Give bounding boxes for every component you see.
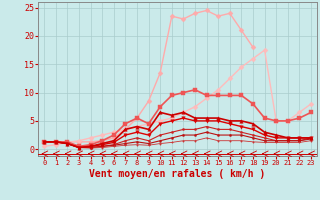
- X-axis label: Vent moyen/en rafales ( km/h ): Vent moyen/en rafales ( km/h ): [90, 169, 266, 179]
